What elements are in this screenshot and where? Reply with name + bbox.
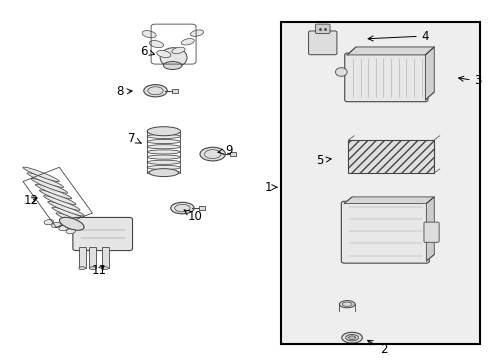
Bar <box>347 140 433 173</box>
Ellipse shape <box>66 229 76 234</box>
Text: 10: 10 <box>184 210 202 223</box>
Ellipse shape <box>27 173 63 188</box>
Ellipse shape <box>163 62 182 69</box>
Polygon shape <box>344 197 433 203</box>
Ellipse shape <box>142 31 156 38</box>
Ellipse shape <box>52 207 88 222</box>
Ellipse shape <box>35 184 72 199</box>
Ellipse shape <box>59 225 68 231</box>
Text: 3: 3 <box>458 75 481 87</box>
Bar <box>280 22 479 344</box>
Ellipse shape <box>147 150 180 154</box>
Ellipse shape <box>147 134 180 139</box>
Ellipse shape <box>147 160 180 164</box>
Ellipse shape <box>147 139 180 144</box>
Text: 4: 4 <box>367 30 428 42</box>
Text: 1: 1 <box>264 181 277 194</box>
Ellipse shape <box>149 41 163 48</box>
Text: 8: 8 <box>116 85 132 98</box>
Circle shape <box>335 68 346 76</box>
Ellipse shape <box>147 165 180 170</box>
Ellipse shape <box>143 85 167 97</box>
Ellipse shape <box>190 30 203 36</box>
Bar <box>280 22 479 344</box>
FancyBboxPatch shape <box>199 206 204 210</box>
Polygon shape <box>425 47 433 100</box>
Ellipse shape <box>160 48 186 68</box>
Ellipse shape <box>147 145 180 149</box>
Ellipse shape <box>348 336 355 339</box>
FancyBboxPatch shape <box>344 53 427 102</box>
FancyBboxPatch shape <box>172 89 178 93</box>
Ellipse shape <box>341 332 362 343</box>
Ellipse shape <box>339 301 354 308</box>
Ellipse shape <box>40 190 76 204</box>
Ellipse shape <box>60 217 84 230</box>
Text: 2: 2 <box>367 340 387 356</box>
Ellipse shape <box>89 267 96 270</box>
Text: 9: 9 <box>218 144 232 157</box>
Ellipse shape <box>48 201 84 216</box>
Polygon shape <box>346 47 433 55</box>
Ellipse shape <box>345 334 358 341</box>
Text: 12: 12 <box>23 194 38 207</box>
Ellipse shape <box>44 220 54 225</box>
FancyBboxPatch shape <box>73 217 132 251</box>
FancyBboxPatch shape <box>308 31 336 55</box>
Ellipse shape <box>23 167 59 182</box>
Ellipse shape <box>147 171 180 175</box>
Ellipse shape <box>56 213 92 228</box>
Ellipse shape <box>181 39 194 45</box>
Ellipse shape <box>31 179 67 193</box>
Ellipse shape <box>79 267 85 270</box>
FancyBboxPatch shape <box>315 24 329 33</box>
Ellipse shape <box>157 50 170 58</box>
Ellipse shape <box>170 202 194 214</box>
Text: 7: 7 <box>128 132 141 145</box>
Ellipse shape <box>147 127 180 136</box>
Bar <box>79 247 85 268</box>
Polygon shape <box>426 197 433 261</box>
Ellipse shape <box>43 196 80 210</box>
Ellipse shape <box>172 47 184 54</box>
Text: 11: 11 <box>92 264 106 277</box>
Ellipse shape <box>147 155 180 159</box>
FancyBboxPatch shape <box>341 201 428 263</box>
FancyBboxPatch shape <box>230 152 236 156</box>
Bar <box>89 247 96 268</box>
Text: 5: 5 <box>316 154 330 167</box>
Ellipse shape <box>51 222 61 228</box>
Ellipse shape <box>149 168 178 177</box>
Ellipse shape <box>102 267 108 270</box>
Text: 6: 6 <box>140 45 154 58</box>
FancyBboxPatch shape <box>423 222 438 242</box>
Bar <box>102 247 108 268</box>
Ellipse shape <box>200 147 225 161</box>
